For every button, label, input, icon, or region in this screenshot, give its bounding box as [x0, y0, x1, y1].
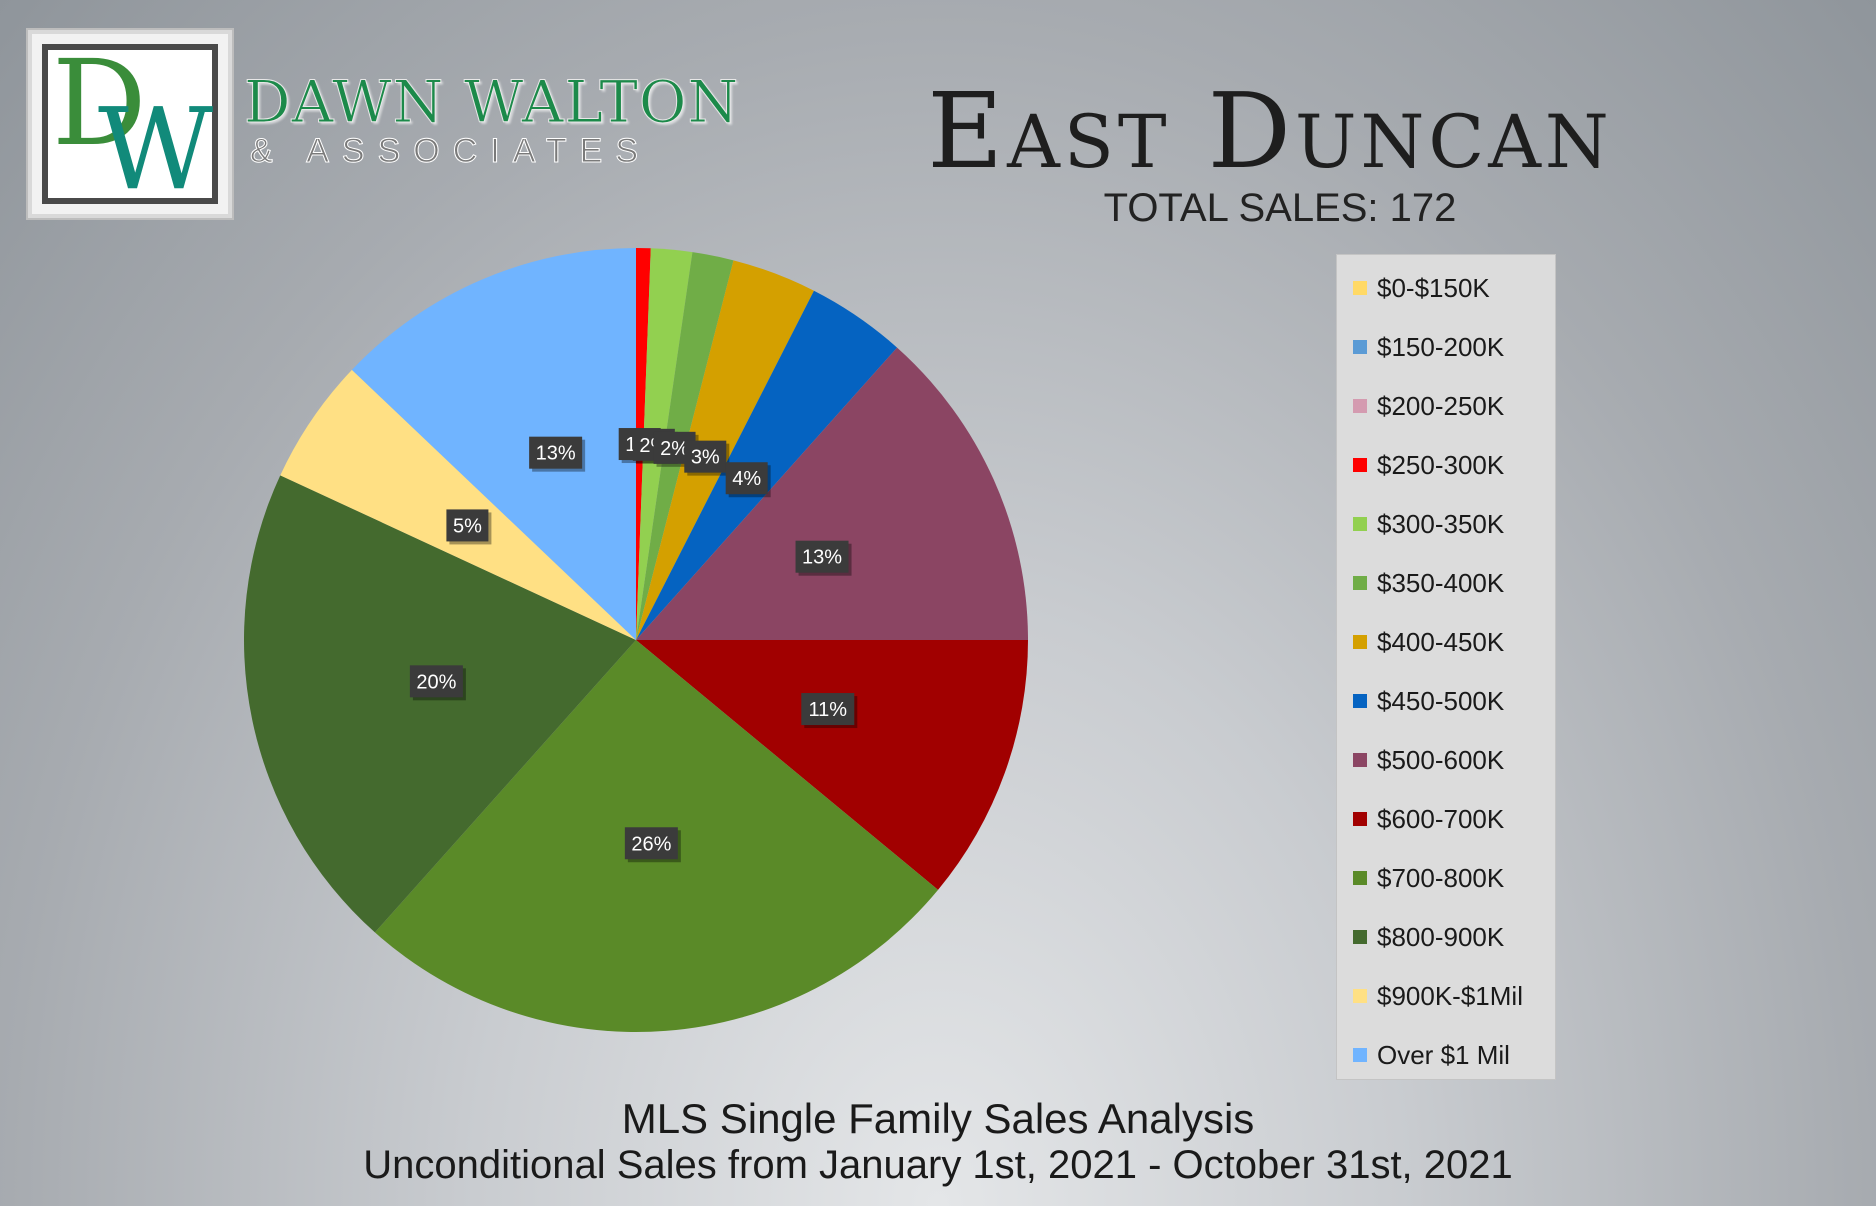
pie-slices: [244, 248, 1028, 1032]
legend-item-7: $450-500K: [1353, 686, 1504, 716]
legend-label: $0-$150K: [1377, 272, 1490, 303]
brand-subtitle: & ASSOCIATES: [250, 132, 652, 171]
footer-line-1: MLS Single Family Sales Analysis: [621, 1095, 1255, 1142]
data-label-13: 13%: [529, 436, 586, 472]
svg-text:5%: 5%: [453, 515, 482, 537]
legend-swatch: [1353, 281, 1367, 295]
chart-title: East Duncan: [927, 70, 1613, 192]
legend-item-2: $200-250K: [1353, 391, 1504, 421]
svg-text:4%: 4%: [732, 468, 761, 490]
legend-item-0: $0-$150K: [1353, 273, 1490, 303]
legend-item-12: $900K-$1Mil: [1353, 981, 1523, 1011]
legend-swatch: [1353, 871, 1367, 885]
legend-item-5: $350-400K: [1353, 568, 1504, 598]
legend-label: Over $1 Mil: [1377, 1039, 1510, 1070]
legend-label: $500-600K: [1377, 744, 1505, 775]
data-label-11: 20%: [409, 665, 466, 701]
logo: D W: [28, 30, 232, 218]
legend-swatch: [1353, 399, 1367, 413]
svg-text:26%: 26%: [631, 833, 671, 855]
logo-frame: D W: [42, 34, 218, 215]
data-label-6: 3%: [684, 440, 730, 476]
data-label-10: 26%: [624, 827, 681, 863]
legend-swatch: [1353, 753, 1367, 767]
legend-swatch: [1353, 517, 1367, 531]
legend-label: $250-300K: [1377, 449, 1505, 480]
legend-item-11: $800-900K: [1353, 922, 1504, 952]
pie-slice-13: [351, 248, 636, 640]
legend-item-13: Over $1 Mil: [1353, 1040, 1510, 1070]
pie-data-labels: 1%2%2%3%4%13%11%26%20%5%13%: [409, 428, 858, 863]
legend-swatch: [1353, 694, 1367, 708]
legend-swatch: [1353, 458, 1367, 472]
legend-item-3: $250-300K: [1353, 450, 1504, 480]
legend-label: $450-500K: [1377, 685, 1505, 716]
legend-label: $700-800K: [1377, 862, 1505, 893]
svg-text:20%: 20%: [416, 671, 456, 693]
data-label-12: 5%: [446, 509, 492, 545]
legend-label: $600-700K: [1377, 803, 1505, 834]
legend: $0-$150K $150-200K $200-250K $250-300K $300-…: [1336, 254, 1556, 1080]
legend-swatch: [1353, 340, 1367, 354]
legend-item-6: $400-450K: [1353, 627, 1504, 657]
data-label-9: 11%: [801, 693, 858, 729]
legend-item-9: $600-700K: [1353, 804, 1504, 834]
legend-label: $200-250K: [1377, 390, 1505, 421]
total-sales: TOTAL SALES: 172: [1103, 186, 1457, 230]
pie-slice-8: [636, 347, 1028, 640]
legend-item-10: $700-800K: [1353, 863, 1504, 893]
pie-slice-11: [244, 475, 636, 933]
legend-swatch: [1353, 635, 1367, 649]
svg-text:2%: 2%: [660, 438, 689, 460]
logo-letter-d: D: [52, 34, 147, 172]
svg-text:3%: 3%: [691, 447, 720, 469]
legend-label: $150-200K: [1377, 331, 1505, 362]
legend-swatch: [1353, 989, 1367, 1003]
legend-swatch: [1353, 576, 1367, 590]
pie-slice-12: [280, 369, 636, 640]
legend-label: $300-350K: [1377, 508, 1505, 539]
brand-name: DAWN WALTON: [244, 68, 740, 137]
legend-label: $900K-$1Mil: [1377, 980, 1523, 1011]
legend-swatch: [1353, 1048, 1367, 1062]
svg-text:11%: 11%: [809, 699, 848, 721]
legend-label: $350-400K: [1377, 567, 1505, 598]
svg-text:13%: 13%: [802, 547, 842, 569]
legend-label: $400-450K: [1377, 626, 1505, 657]
svg-text:13%: 13%: [536, 443, 576, 465]
legend-swatch: [1353, 930, 1367, 944]
data-label-8: 13%: [795, 540, 852, 576]
footer-line-2: Unconditional Sales from January 1st, 20…: [363, 1143, 1513, 1187]
legend-swatch: [1353, 812, 1367, 826]
data-label-7: 4%: [725, 462, 771, 498]
logo-letter-w: W: [98, 85, 214, 215]
legend-item-8: $500-600K: [1353, 745, 1504, 775]
legend-label: $800-900K: [1377, 921, 1505, 952]
pie-slice-9: [636, 640, 1028, 890]
legend-item-1: $150-200K: [1353, 332, 1504, 362]
legend-item-4: $300-350K: [1353, 509, 1504, 539]
